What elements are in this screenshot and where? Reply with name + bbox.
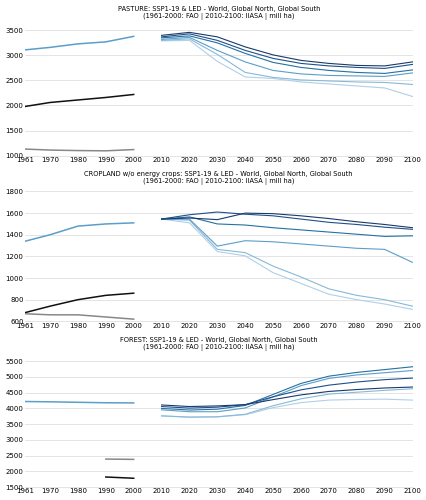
Title: CROPLAND w/o energy crops: SSP1-19 & LED - World, Global North, Global South
(19: CROPLAND w/o energy crops: SSP1-19 & LED… (84, 172, 352, 185)
Title: PASTURE: SSP1-19 & LED - World, Global North, Global South
(1961-2000: FAO | 201: PASTURE: SSP1-19 & LED - World, Global N… (117, 6, 319, 20)
Title: FOREST: SSP1-19 & LED - World, Global North, Global South
(1961-2000: FAO | 2010: FOREST: SSP1-19 & LED - World, Global No… (120, 337, 317, 351)
